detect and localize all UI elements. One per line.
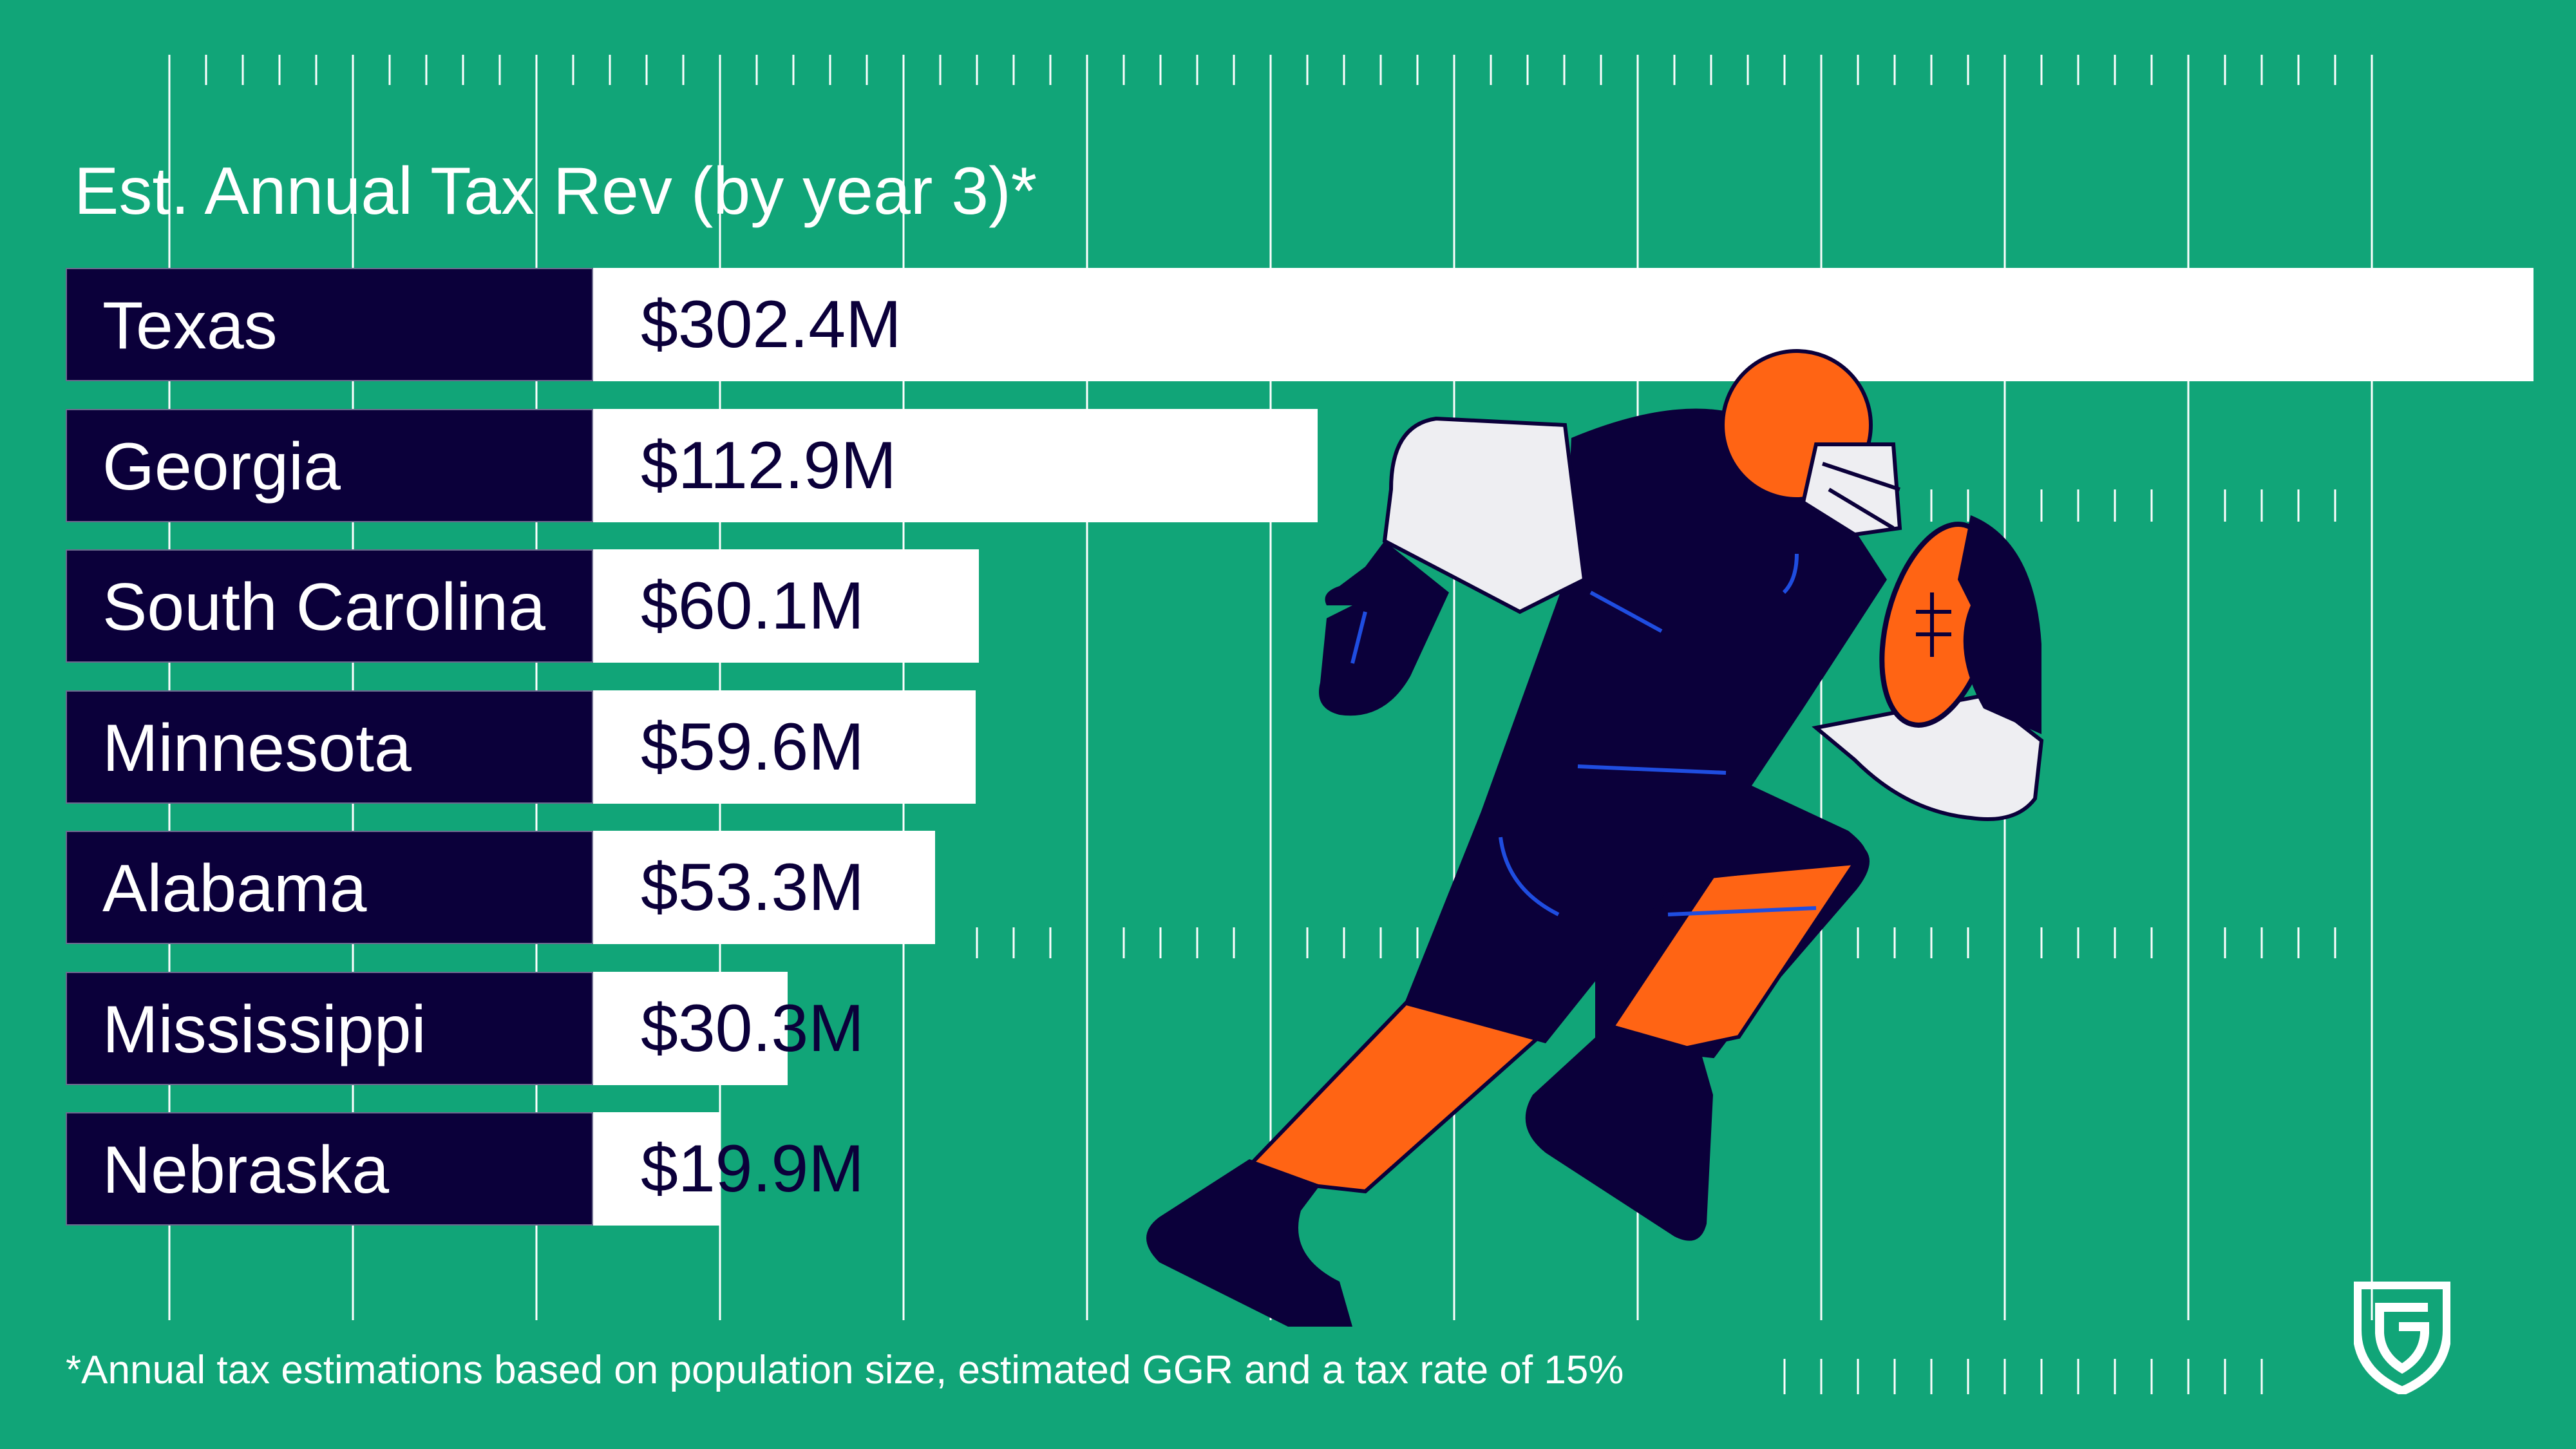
category-label: Alabama: [66, 831, 593, 944]
category-label: Georgia: [66, 408, 593, 522]
bar: [593, 408, 1318, 522]
value-label: $302.4M: [641, 287, 902, 362]
bar-row: Minnesota $59.6M: [66, 690, 2533, 804]
bar: [593, 268, 2533, 381]
category-label: Mississippi: [66, 971, 593, 1085]
category-label: South Carolina: [66, 549, 593, 663]
bar-row: Texas $302.4M: [66, 268, 2533, 381]
value-label: $60.1M: [641, 569, 864, 643]
category-label: Minnesota: [66, 690, 593, 804]
chart-title: Est. Annual Tax Rev (by year 3)*: [74, 154, 1037, 229]
bar-row: Nebraska $19.9M: [66, 1112, 2533, 1226]
bar-row: South Carolina $60.1M: [66, 549, 2533, 663]
category-label: Nebraska: [66, 1112, 593, 1226]
bar-row: Mississippi $30.3M: [66, 971, 2533, 1085]
bar-row: Alabama $53.3M: [66, 831, 2533, 944]
bar: [593, 549, 979, 663]
footnote: *Annual tax estimations based on populat…: [66, 1348, 1624, 1392]
bar-row: Georgia $112.9M: [66, 408, 2533, 522]
bar: [593, 971, 788, 1085]
value-label: $112.9M: [641, 428, 897, 503]
bar: [593, 690, 976, 804]
value-label: $59.6M: [641, 709, 864, 784]
bar: [593, 831, 936, 944]
category-label: Texas: [66, 268, 593, 381]
value-label: $53.3M: [641, 850, 864, 925]
value-label: $30.3M: [641, 990, 864, 1066]
shield-g-logo-icon: [2354, 1282, 2450, 1394]
bar: [593, 1112, 721, 1226]
value-label: $19.9M: [641, 1132, 864, 1206]
